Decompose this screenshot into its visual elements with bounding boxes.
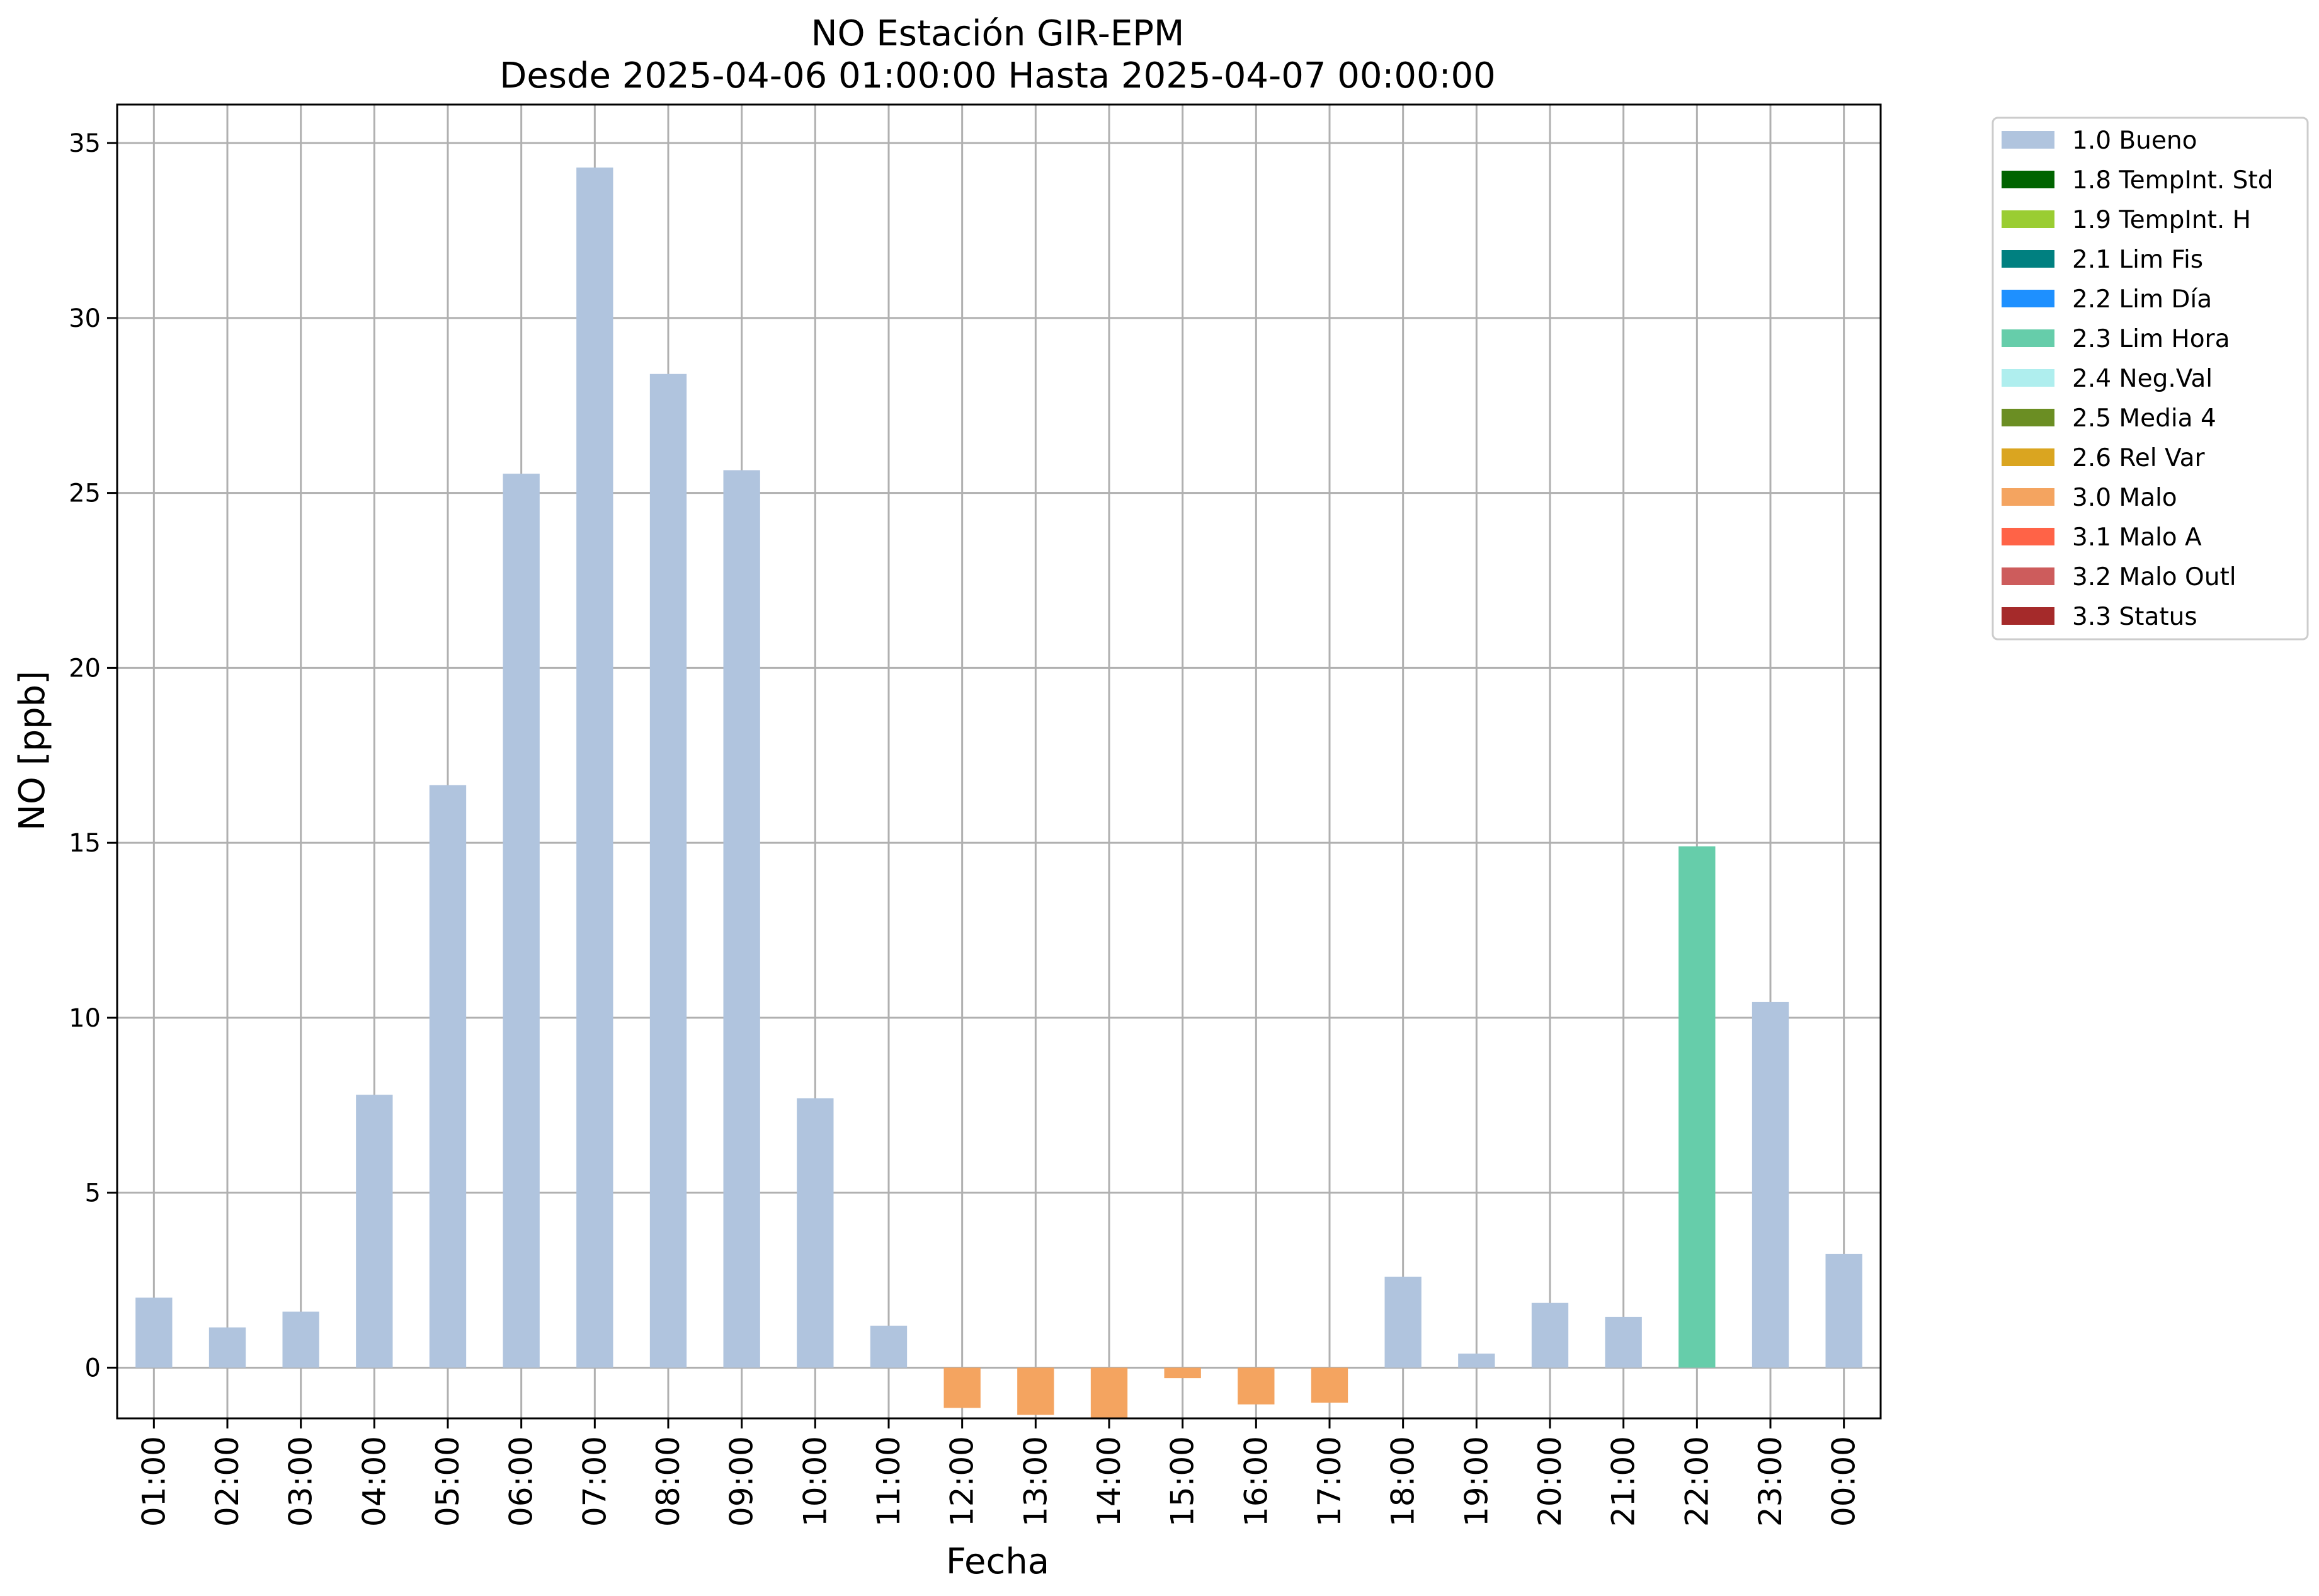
legend-label: 1.9 TempInt. H (2072, 206, 2251, 234)
bar-1600 (1238, 1367, 1275, 1405)
legend-label: 2.2 Lim Día (2072, 285, 2212, 314)
y-tick-label: 5 (85, 1179, 101, 1208)
x-axis-label: Fecha (946, 1541, 1049, 1582)
bar-1700 (1311, 1367, 1348, 1403)
legend-swatch (2002, 250, 2054, 268)
legend-label: 3.0 Malo (2072, 484, 2177, 512)
x-tick-label: 19:00 (1458, 1436, 1495, 1527)
y-tick-label: 30 (69, 304, 101, 333)
x-tick-label: 08:00 (650, 1436, 687, 1527)
x-tick-label: 13:00 (1017, 1436, 1054, 1527)
bar-2100 (1605, 1316, 1642, 1368)
bar-1800 (1384, 1277, 1422, 1368)
x-tick-label: 11:00 (870, 1436, 907, 1527)
legend-swatch (2002, 171, 2054, 188)
bar-1400 (1090, 1367, 1128, 1418)
bar-0800 (649, 373, 687, 1368)
bar-1100 (870, 1325, 908, 1368)
x-tick-label: 05:00 (430, 1436, 466, 1527)
x-tick-label: 22:00 (1678, 1436, 1715, 1527)
x-tick-label: 03:00 (283, 1436, 319, 1527)
bar-0000 (1825, 1253, 1862, 1368)
bar-1300 (1017, 1367, 1054, 1415)
x-tick-label: 00:00 (1826, 1436, 1862, 1527)
x-tick-label: 10:00 (797, 1436, 833, 1527)
legend-swatch (2002, 210, 2054, 228)
legend-box (1991, 117, 2309, 641)
bar-1500 (1164, 1367, 1201, 1379)
y-tick-label: 20 (69, 654, 101, 683)
x-tick-label: 14:00 (1091, 1436, 1127, 1527)
legend-swatch (2002, 409, 2054, 426)
x-tick-label: 20:00 (1532, 1436, 1568, 1527)
bar-2000 (1531, 1302, 1569, 1368)
bar-0300 (282, 1311, 319, 1368)
legend-label: 1.8 TempInt. Std (2072, 166, 2273, 195)
x-tick-label: 09:00 (724, 1436, 760, 1527)
y-axis-ticks: 0 5 10 15 20 25 30 35 (69, 129, 117, 1382)
axes (116, 103, 1882, 1420)
y-tick-label: 35 (69, 129, 101, 158)
x-tick-label: 02:00 (209, 1436, 246, 1527)
x-tick-label: 15:00 (1165, 1436, 1201, 1527)
bars (135, 167, 1862, 1418)
legend-swatch (2002, 131, 2054, 149)
x-tick-label: 04:00 (356, 1436, 392, 1527)
legend-label: 2.1 Lim Fis (2072, 246, 2203, 274)
bar-0200 (208, 1327, 246, 1368)
x-tick-label: 12:00 (944, 1436, 981, 1527)
plot-frame (116, 103, 1882, 1420)
bar-0700 (576, 167, 613, 1368)
legend-swatch (2002, 607, 2054, 625)
chart-title: NO Estación GIR-EPM (811, 13, 1185, 54)
legend-label: 2.3 Lim Hora (2072, 325, 2230, 353)
legend-swatch (2002, 528, 2054, 545)
bar-2300 (1752, 1001, 1789, 1368)
legend-label: 3.2 Malo Outl (2072, 563, 2236, 591)
x-tick-label: 06:00 (503, 1436, 540, 1527)
y-tick-label: 25 (69, 479, 101, 508)
legend-label: 1.0 Bueno (2072, 127, 2197, 155)
bar-1200 (943, 1367, 981, 1408)
legend-label: 2.5 Media 4 (2072, 404, 2216, 433)
legend-swatch (2002, 567, 2054, 585)
legend-swatch (2002, 369, 2054, 387)
legend-swatch (2002, 488, 2054, 506)
x-tick-label: 07:00 (576, 1436, 613, 1527)
legend-swatch (2002, 329, 2054, 347)
legend-label: 2.6 Rel Var (2072, 444, 2206, 472)
x-tick-label: 17:00 (1311, 1436, 1348, 1527)
bar-0900 (723, 470, 760, 1368)
x-axis-ticks: 01:00 02:00 03:00 04:00 05:00 06:00 07:00 08:00… (135, 1418, 1862, 1527)
x-tick-label: 16:00 (1238, 1436, 1274, 1527)
legend-swatch (2002, 290, 2054, 307)
legend-label: 3.3 Status (2072, 603, 2197, 631)
y-axis-label: NO [ppb] (12, 671, 53, 831)
y-tick-label: 0 (85, 1354, 101, 1382)
x-tick-label: 18:00 (1385, 1436, 1422, 1527)
bar-0400 (356, 1095, 393, 1368)
bar-1900 (1458, 1354, 1495, 1368)
x-tick-label: 01:00 (135, 1436, 172, 1527)
chart-subtitle: Desde 2025-04-06 01:00:00 Hasta 2025-04-… (499, 55, 1496, 96)
legend: 1.0 Bueno 1.8 TempInt. Std 1.9 TempInt. H 2… (1991, 117, 2309, 641)
y-tick-label: 15 (69, 829, 101, 858)
legend-label: 3.1 Malo A (2072, 523, 2202, 552)
bar-0100 (135, 1297, 173, 1368)
x-tick-label: 23:00 (1752, 1436, 1789, 1527)
y-tick-label: 10 (69, 1004, 101, 1033)
x-tick-label: 21:00 (1605, 1436, 1642, 1527)
bar-1000 (797, 1098, 834, 1368)
legend-swatch (2002, 448, 2054, 466)
bar-0500 (429, 785, 467, 1368)
bar-0600 (503, 474, 540, 1368)
bar-2200 (1678, 846, 1716, 1368)
legend-label: 2.4 Neg.Val (2072, 365, 2213, 393)
